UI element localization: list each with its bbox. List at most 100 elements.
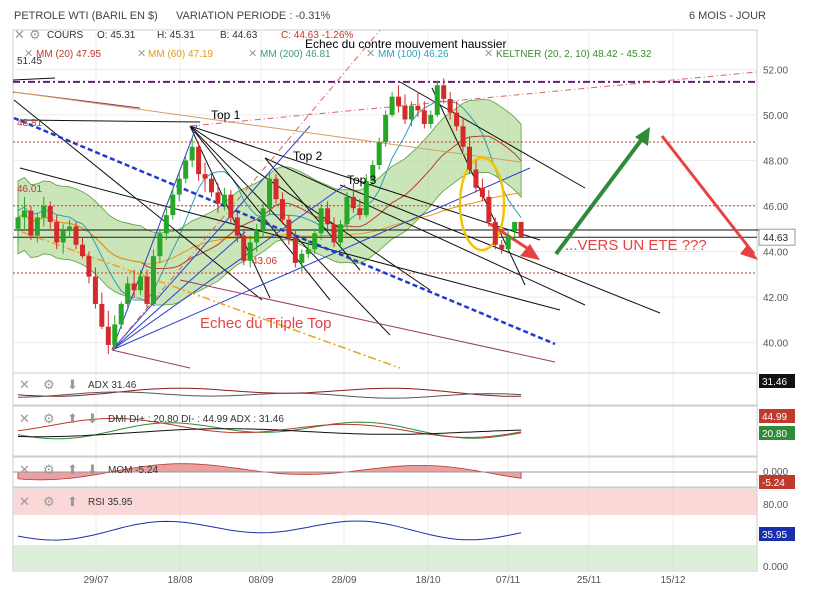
candle-body [344, 196, 350, 225]
green-arrow-head [635, 127, 650, 146]
candle-body [86, 256, 92, 277]
green-arrow-up [554, 133, 647, 256]
level-label-46-01: 46.01 [17, 184, 43, 195]
legend-mm20[interactable]: MM (20) 47.95 [36, 49, 102, 60]
cours-label: COURS [47, 30, 84, 41]
x-tick-label: 28/09 [331, 575, 356, 586]
last-price-tag [758, 228, 796, 246]
trendline [189, 125, 431, 291]
arrow-down-icon[interactable]: ⬇ [87, 411, 98, 426]
close-icon[interactable]: ✕ [19, 494, 30, 509]
candle-body [215, 192, 221, 204]
candle-body [376, 142, 382, 165]
candle-body [196, 146, 202, 175]
rsi-value: 35.95 [762, 530, 787, 541]
dmi-title: DMI DI+ : 20.80 DI- : 44.99 ADX : 31.46 [108, 414, 284, 425]
trendline [189, 125, 331, 301]
candle-body [157, 233, 163, 257]
candle-body [144, 276, 150, 304]
gear-icon[interactable]: ⚙ [43, 462, 55, 477]
trendline [399, 81, 586, 189]
mom-zero-tick: 0.000 [763, 467, 788, 478]
trendline [19, 167, 561, 311]
adx-line [17, 387, 522, 397]
x-tick-label: 15/12 [660, 575, 685, 586]
y-tick-label: 48.00 [763, 156, 788, 167]
rsi-top-tick: 80.00 [763, 500, 788, 511]
arrow-up-icon[interactable]: ⬆ [67, 494, 78, 509]
candle-body [325, 208, 331, 225]
candle-body [247, 242, 253, 261]
candle-body [163, 215, 169, 234]
close-icon[interactable]: ✕ [484, 48, 494, 60]
candle-body [396, 96, 402, 106]
annotation-vers-ete: ...VERS UN ETE ??? [565, 237, 707, 254]
candle-body [518, 221, 524, 238]
trendline [13, 91, 521, 163]
candle-body [428, 114, 434, 124]
candle-body [92, 276, 98, 304]
blue-dashed-trend [13, 116, 556, 346]
candle-body [318, 208, 324, 234]
close-icon[interactable]: ✕ [14, 27, 25, 42]
gear-icon[interactable]: ⚙ [43, 377, 55, 392]
candle-body [170, 194, 176, 216]
gear-icon[interactable]: ⚙ [43, 494, 55, 509]
candle-body [202, 174, 208, 179]
candle-body [118, 303, 124, 325]
trendline [179, 279, 556, 363]
candle-body [47, 206, 53, 222]
legend-keltner[interactable]: KELTNER (20, 2, 10) 48.42 - 45.32 [496, 49, 652, 60]
mom-title: MOM -5.24 [108, 465, 159, 476]
gear-icon[interactable]: ⚙ [43, 411, 55, 426]
red-dashdot-trend [189, 71, 758, 127]
arrow-up-icon[interactable]: ⬆ [67, 462, 78, 477]
legend-mm100[interactable]: MM (100) 46.26 [378, 49, 449, 60]
arrow-down-icon[interactable]: ⬇ [67, 377, 78, 392]
candle-body [389, 96, 395, 115]
dmi-minus-tag [759, 409, 795, 423]
candle-body [73, 226, 79, 245]
close-icon[interactable]: ✕ [137, 48, 147, 60]
close-icon[interactable]: ✕ [19, 377, 30, 392]
candle-body [408, 105, 414, 120]
candle-body [60, 231, 66, 243]
candle-body [492, 221, 498, 245]
x-tick-label: 29/07 [83, 575, 108, 586]
close-icon[interactable]: ✕ [24, 48, 34, 60]
candle-body [176, 178, 182, 195]
candle-body [286, 219, 292, 238]
y-tick-label: 46.00 [763, 202, 788, 213]
trendline [111, 349, 191, 369]
candle-body [28, 210, 34, 236]
red-arrow-target-head [740, 244, 758, 260]
gear-icon[interactable]: ⚙ [29, 27, 41, 42]
annotation-echec-triple: Echec du Triple Top [200, 315, 332, 332]
candle-body [402, 105, 408, 120]
close-icon[interactable]: ✕ [248, 48, 258, 60]
candle-body [54, 221, 60, 243]
arrow-down-icon[interactable]: ⬇ [87, 462, 98, 477]
trendline [111, 125, 311, 351]
rsi-oversold-zone [13, 545, 757, 570]
candle-body [441, 85, 447, 99]
dmi-plus-tag [759, 426, 795, 440]
candle-body [512, 221, 518, 232]
period-selector[interactable]: 6 MOIS - JOUR [689, 10, 767, 22]
rsi-tag [759, 527, 795, 541]
arrow-up-icon[interactable]: ⬆ [67, 411, 78, 426]
mom-area [17, 463, 522, 481]
legend-mm200[interactable]: MM (200) 46.81 [260, 49, 331, 60]
close-icon[interactable]: ✕ [19, 462, 30, 477]
annotation-top1: Top 1 [211, 108, 241, 122]
close-icon[interactable]: ✕ [19, 411, 30, 426]
candle-body [131, 283, 137, 291]
rsi-bottom-tick: 0.000 [763, 562, 788, 573]
rsi-title: RSI 35.95 [88, 497, 133, 508]
candle-body [454, 112, 460, 127]
close-icon[interactable]: ✕ [366, 48, 376, 60]
trendline [19, 119, 201, 123]
candle-body [467, 146, 472, 170]
legend-mm60[interactable]: MM (60) 47.19 [148, 49, 214, 60]
candle-body [189, 146, 195, 161]
